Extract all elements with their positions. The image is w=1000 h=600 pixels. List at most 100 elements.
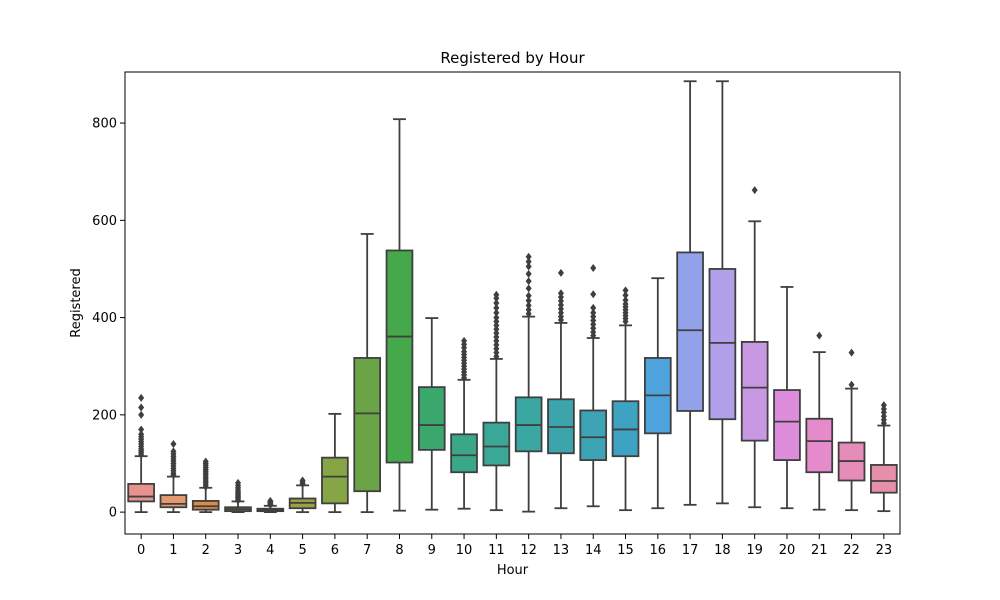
- x-tick-label: 17: [682, 543, 699, 558]
- outlier-point: [235, 478, 242, 487]
- outlier-point: [622, 291, 629, 300]
- outlier-point: [525, 252, 532, 261]
- y-tick-label: 800: [92, 117, 117, 132]
- outlier-point: [138, 425, 145, 434]
- x-tick-label: 9: [428, 543, 436, 558]
- box-hour-19: [740, 186, 769, 509]
- outlier-point: [816, 331, 823, 340]
- outlier-point: [493, 313, 500, 322]
- box-hour-0: [127, 393, 155, 514]
- x-tick-label: 6: [331, 543, 339, 558]
- box-hour-9: [417, 317, 446, 511]
- box-iqr: [482, 421, 511, 467]
- box-hour-17: [676, 80, 704, 506]
- outlier-point: [493, 308, 500, 317]
- outlier-point: [525, 291, 532, 300]
- outlier-point: [622, 296, 629, 305]
- box-hour-3: [224, 478, 252, 514]
- x-tick-label: 13: [553, 543, 570, 558]
- box-hour-5: [288, 476, 317, 514]
- box-hour-12: [514, 252, 543, 513]
- outlier-point: [170, 440, 177, 449]
- outlier-point: [525, 296, 532, 305]
- box-iqr: [385, 249, 414, 464]
- box-hour-16: [643, 277, 672, 510]
- outlier-point: [170, 447, 177, 456]
- x-tick-label: 18: [714, 543, 731, 558]
- outlier-point: [751, 186, 758, 195]
- x-tick-label: 15: [617, 543, 634, 558]
- box-iqr: [321, 456, 349, 505]
- box-hour-15: [611, 286, 640, 512]
- outlier-point: [848, 348, 855, 357]
- x-tick-label: 10: [456, 543, 473, 558]
- x-tick-label: 20: [779, 543, 796, 558]
- outlier-point: [622, 286, 629, 295]
- y-tick-label: 200: [92, 408, 117, 423]
- x-tick-label: 11: [488, 543, 505, 558]
- x-tick-label: 4: [266, 543, 274, 558]
- outlier-point: [525, 262, 532, 271]
- x-tick-label: 3: [234, 543, 242, 558]
- outlier-point: [590, 303, 597, 312]
- outlier-point: [525, 269, 532, 278]
- outlier-point: [138, 403, 145, 412]
- outlier-point: [138, 430, 145, 439]
- y-tick-label: 400: [92, 311, 117, 326]
- outlier-point: [590, 308, 597, 317]
- box-hour-1: [159, 440, 188, 514]
- outlier-point: [267, 496, 274, 505]
- outlier-point: [461, 336, 468, 345]
- box-iqr: [708, 268, 737, 421]
- x-tick-label: 12: [520, 543, 537, 558]
- box-iqr: [159, 494, 188, 509]
- box-hour-14: [579, 263, 608, 508]
- outlier-point: [138, 410, 145, 419]
- box-iqr: [676, 251, 704, 412]
- outlier-point: [557, 289, 564, 298]
- boxes-group: [127, 80, 898, 514]
- box-iqr: [450, 433, 478, 474]
- box-iqr: [127, 483, 155, 503]
- outlier-point: [493, 290, 500, 299]
- outlier-point: [557, 268, 564, 277]
- outlier-point: [525, 301, 532, 310]
- outlier-point: [202, 457, 209, 466]
- x-tick-label: 5: [298, 543, 306, 558]
- x-tick-label: 23: [876, 543, 893, 558]
- outlier-point: [880, 401, 887, 410]
- x-tick-label: 0: [137, 543, 145, 558]
- outlier-point: [848, 380, 855, 389]
- outlier-point: [590, 263, 597, 272]
- box-iqr: [805, 417, 834, 474]
- outlier-point: [525, 284, 532, 293]
- box-iqr: [353, 357, 382, 493]
- x-tick-label: 1: [169, 543, 177, 558]
- x-tick-label: 22: [843, 543, 860, 558]
- outlier-point: [299, 476, 306, 485]
- box-hour-4: [256, 496, 285, 514]
- x-tick-label: 7: [363, 543, 371, 558]
- y-tick-label: 0: [109, 506, 117, 521]
- box-iqr: [870, 464, 898, 494]
- outlier-point: [525, 257, 532, 266]
- x-axis: 0 1 2 3 4 5 6 7 8 9 10 11 12 13 14 15 16 17 18 19 20 21 22 23: [137, 534, 892, 558]
- y-axis-label: Registered: [69, 268, 84, 338]
- box-hour-6: [321, 412, 349, 514]
- box-hour-2: [191, 457, 220, 514]
- box-iqr: [417, 386, 446, 451]
- y-axis: 0 200 400 600 800: [92, 117, 125, 521]
- box-hour-21: [805, 331, 834, 511]
- x-tick-label: 8: [395, 543, 403, 558]
- outlier-point: [493, 303, 500, 312]
- x-tick-label: 19: [746, 543, 763, 558]
- x-tick-label: 16: [650, 543, 667, 558]
- outlier-point: [138, 393, 145, 402]
- box-iqr: [773, 389, 801, 461]
- box-hour-18: [708, 80, 737, 505]
- box-iqr: [191, 500, 220, 511]
- x-axis-label: Hour: [497, 563, 529, 578]
- plot-frame: [124, 71, 901, 535]
- y-tick-label: 600: [92, 214, 117, 229]
